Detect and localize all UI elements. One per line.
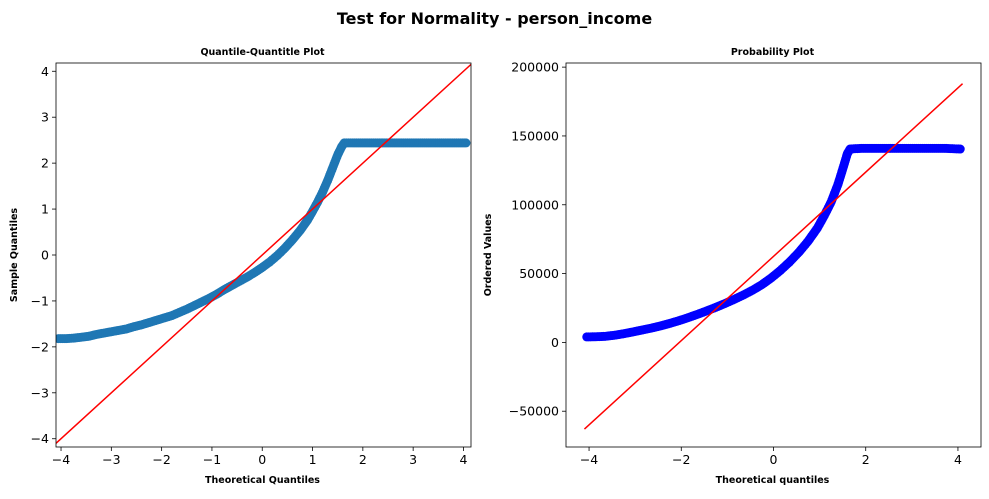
probability-plot-title: Probability Plot <box>731 47 815 58</box>
qq-x-tick-label: 2 <box>359 452 367 467</box>
prob-x-tick-label: −2 <box>672 452 690 467</box>
prob-x-tick-label: 4 <box>954 452 962 467</box>
qq-x-tick-label: 3 <box>409 452 417 467</box>
probability-plot-area: −4 −2 0 2 4 −50000 0 50000 100000 150000 200000 <box>509 60 982 467</box>
probability-plot-panel: Probability Plot Theoretical quantiles O… <box>483 47 982 486</box>
qq-plot-title: Quantile-Quantitle Plot <box>200 47 325 58</box>
prob-y-tick-label: 150000 <box>511 128 559 143</box>
qq-y-tick-label: 4 <box>41 64 49 79</box>
qq-y-tick-label: −2 <box>31 339 49 354</box>
qq-x-tick-label: −2 <box>152 452 170 467</box>
figure-suptitle: Test for Normality - person_income <box>337 9 652 28</box>
probability-plot-ylabel: Ordered Values <box>483 213 494 296</box>
qq-y-tick-label: −3 <box>31 385 49 400</box>
qq-x-tick-label: −1 <box>203 452 221 467</box>
qq-y-tick-label: −1 <box>31 293 49 308</box>
qq-data-layer <box>56 63 471 444</box>
qq-plot-xlabel: Theoretical Quantiles <box>205 475 320 486</box>
prob-data-layer <box>582 83 965 430</box>
qq-x-tick-label: −4 <box>52 452 70 467</box>
prob-data-point <box>955 144 965 154</box>
qq-y-tick-label: 0 <box>41 248 49 263</box>
prob-y-tick-label: 200000 <box>511 60 559 75</box>
probability-plot-xlabel: Theoretical quantiles <box>716 475 830 486</box>
prob-y-tick-label: −50000 <box>509 404 559 419</box>
prob-x-tick-label: −4 <box>580 452 598 467</box>
qq-x-tick-label: 0 <box>258 452 266 467</box>
qq-y-tick-label: −4 <box>31 431 49 446</box>
qq-y-tick-label: 1 <box>41 202 49 217</box>
prob-y-tick-label: 0 <box>551 335 559 350</box>
qq-reference-line <box>56 63 471 444</box>
prob-y-tick-label: 100000 <box>511 197 559 212</box>
qq-x-tick-label: 4 <box>459 452 467 467</box>
prob-reference-line <box>583 83 964 430</box>
prob-x-tick-label: 2 <box>862 452 870 467</box>
prob-y-tick-label: 50000 <box>519 266 559 281</box>
qq-plot-area: −4 −3 −2 −1 0 1 2 3 4 −4 −3 −2 −1 0 1 2 3 4 <box>31 62 472 467</box>
qq-data-point <box>461 138 471 148</box>
prob-x-tick-label: 0 <box>770 452 778 467</box>
qq-plot-ylabel: Sample Quantiles <box>9 208 20 302</box>
qq-y-tick-label: 2 <box>41 156 49 171</box>
qq-x-tick-label: −3 <box>102 452 120 467</box>
qq-x-tick-label: 1 <box>309 452 317 467</box>
qq-y-tick-label: 3 <box>41 110 49 125</box>
qq-plot-panel: Quantile-Quantitle Plot Theoretical Quan… <box>9 47 472 486</box>
